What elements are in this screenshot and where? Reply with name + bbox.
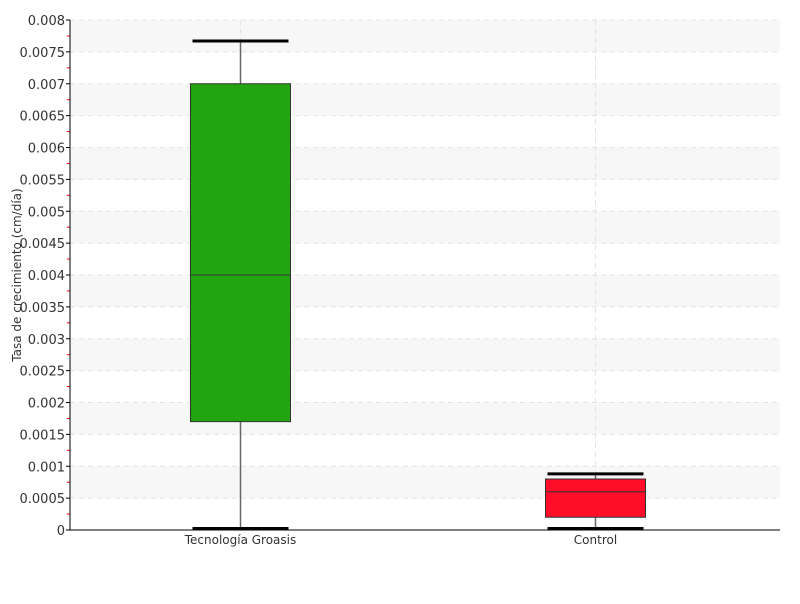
grid-band — [70, 20, 780, 52]
y-tick-label: 0.0015 — [20, 428, 66, 443]
y-tick-label: 0.007 — [28, 78, 65, 93]
y-tick-label: 0.002 — [28, 397, 65, 412]
y-axis-label: Tasa de crecimiento (cm/día) — [10, 188, 24, 362]
y-tick-label: 0.0005 — [20, 492, 66, 507]
y-tick-label: 0.0045 — [20, 237, 66, 252]
x-tick-label: Control — [574, 533, 617, 547]
grid-band — [70, 338, 780, 371]
y-tick-label: 0.004 — [28, 269, 65, 284]
y-tick-label: 0.003 — [28, 333, 65, 348]
y-tick-label: 0 — [57, 524, 65, 539]
y-tick-label: 0.005 — [28, 205, 65, 220]
y-tick-label: 0.0055 — [20, 173, 66, 188]
x-tick-label: Tecnología Groasis — [184, 533, 297, 547]
grid-band — [70, 275, 780, 307]
y-tick-label: 0.0065 — [20, 110, 66, 125]
y-tick-label: 0.006 — [28, 142, 65, 157]
y-tick-label: 0.008 — [28, 14, 65, 29]
grid-band — [70, 211, 780, 244]
box-iqr — [545, 478, 646, 518]
grid-band — [70, 402, 780, 435]
grid-band — [70, 83, 780, 116]
grid-band — [70, 466, 780, 499]
y-tick-label: 0.0025 — [20, 365, 66, 380]
y-tick-label: 0.001 — [28, 460, 65, 475]
grid-band — [70, 147, 780, 180]
y-tick-label: 0.0075 — [20, 46, 66, 61]
box-iqr — [190, 83, 291, 423]
y-tick-label: 0.0035 — [20, 301, 66, 316]
